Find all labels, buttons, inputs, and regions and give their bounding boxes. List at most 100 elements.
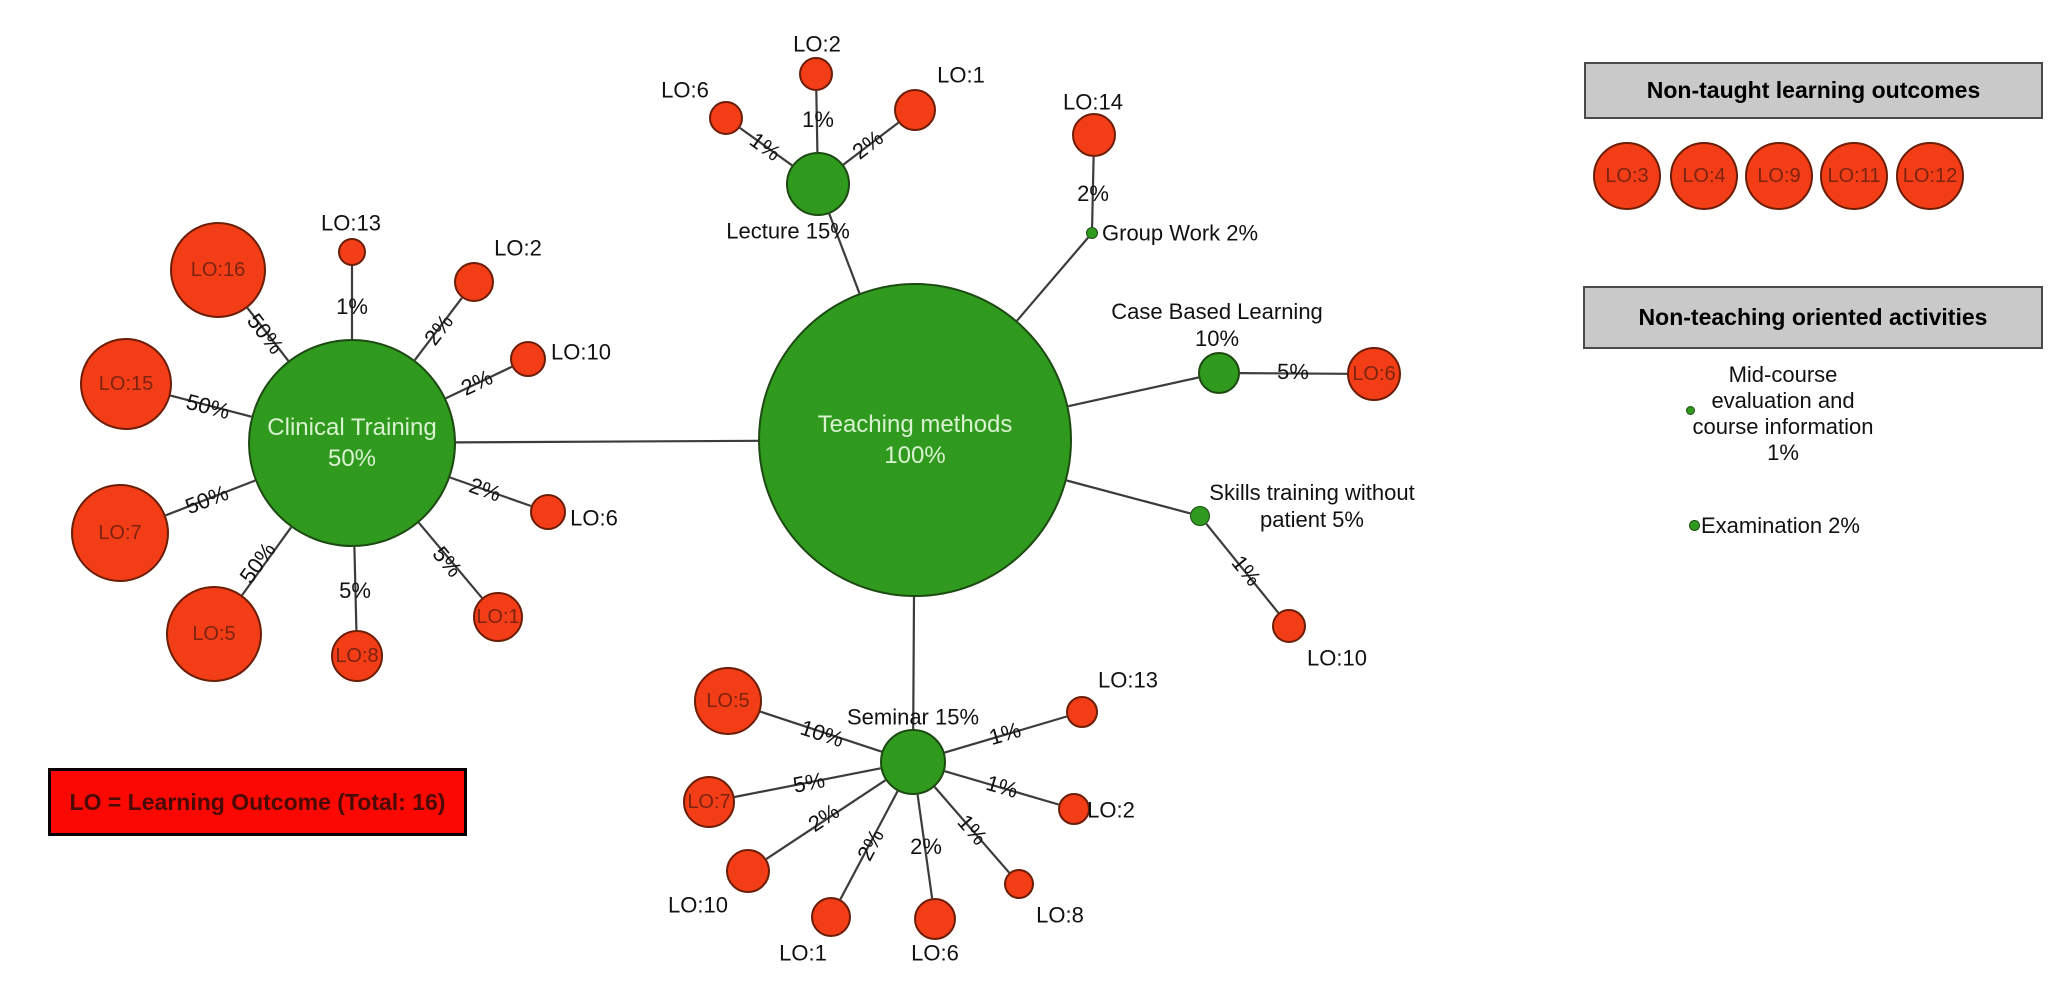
edge-skills--lo10-sk	[1205, 523, 1280, 614]
edge-teaching--lecture	[828, 213, 861, 294]
edge-clinical--lo10-ct	[445, 365, 513, 400]
edge-clinical--lo8-ct	[353, 546, 358, 631]
edge-weight-lo7-sem: 5%	[790, 767, 827, 798]
legend-box: LO = Learning Outcome (Total: 16)	[48, 768, 467, 836]
edge-weight-lo14-gw: 2%	[1077, 181, 1109, 206]
label-cbl: Case Based Learning 10%	[1111, 299, 1323, 351]
non-taught-header: Non-taught learning outcomes	[1584, 62, 2043, 119]
edge-clinical--lo5-ct	[241, 526, 292, 596]
node-lo13-ct	[338, 238, 366, 266]
edge-weight-lo13-ct: 1%	[336, 294, 368, 319]
edge-seminar--lo13-sem	[944, 715, 1068, 754]
label-lo2-lec: LO:2	[793, 31, 841, 57]
node-lo8-ct: LO:8	[331, 630, 383, 682]
label-lo10-sk: LO:10	[1307, 645, 1367, 671]
edge-teaching--cbl	[1068, 376, 1199, 408]
node-lo6-sem	[914, 898, 956, 940]
node-lo14-gw	[1072, 113, 1116, 157]
edge-lecture--lo1-lec	[842, 121, 899, 166]
edge-clinical--lo2-ct	[413, 297, 463, 361]
node-lo16-ct: LO:16	[170, 222, 266, 318]
node-lo8-sem	[1004, 869, 1034, 899]
node-lo3-nt: LO:3	[1593, 142, 1661, 210]
label-lo8-sem: LO:8	[1036, 902, 1084, 928]
node-teaching: Teaching methods 100%	[758, 283, 1072, 597]
node-lo10-sem	[726, 849, 770, 893]
edge-clinical--lo6-ct	[449, 476, 532, 508]
label-lo10-sem: LO:10	[668, 892, 728, 918]
edge-cbl--lo6-cbl	[1239, 372, 1348, 375]
label-lo6-ct: LO:6	[570, 505, 618, 531]
edge-weight-lo2-lec: 1%	[802, 107, 834, 132]
label-lo2-ct: LO:2	[494, 235, 542, 261]
label-lo13-sem: LO:13	[1098, 667, 1158, 693]
edge-clinical--lo7-ct	[165, 479, 256, 517]
edge-clinical--lo1-ct	[417, 521, 483, 599]
node-lo6-lec	[709, 101, 743, 135]
edge-lecture--lo6-lec	[739, 127, 793, 167]
edge-seminar--lo10-sem	[765, 779, 887, 860]
label-lo6-lec: LO:6	[661, 77, 709, 103]
label-lo10-ct: LO:10	[551, 339, 611, 365]
label-skills: Skills training without patient 5%	[1209, 480, 1415, 532]
node-lo11-nt: LO:11	[1820, 142, 1888, 210]
label-seminar: Seminar 15%	[846, 704, 980, 730]
node-lo7-sem: LO:7	[683, 776, 735, 828]
edge-lecture--lo2-lec	[815, 90, 819, 153]
node-lo6-cbl: LO:6	[1347, 347, 1401, 401]
label-group-work: Group Work 2%	[1102, 220, 1259, 246]
node-lo4-nt: LO:4	[1670, 142, 1738, 210]
midcourse-activity-dot-icon	[1686, 406, 1695, 415]
edge-clinical--lo16-ct	[246, 307, 290, 362]
non-teaching-header: Non-teaching oriented activities	[1583, 286, 2043, 349]
edge-clinical--lo15-ct	[170, 394, 252, 418]
edge-seminar--lo5-sem	[759, 710, 883, 753]
node-cbl	[1198, 352, 1240, 394]
edge-teaching--skills	[1066, 479, 1191, 515]
examination-activity-dot-icon	[1689, 520, 1700, 531]
edge-group-work--lo14-gw	[1091, 156, 1095, 228]
edge-seminar--lo6-sem	[916, 794, 934, 899]
label-lo2-sem: LO:2	[1087, 797, 1135, 823]
edge-seminar--lo8-sem	[933, 786, 1011, 874]
node-lo5-ct: LO:5	[166, 586, 262, 682]
node-lo6-ct	[530, 494, 566, 530]
node-lo2-lec	[799, 57, 833, 91]
node-skills	[1190, 506, 1210, 526]
label-lo1-sem: LO:1	[779, 940, 827, 966]
node-lo1-ct: LO:1	[473, 592, 523, 642]
label-lo13-ct: LO:13	[321, 210, 381, 236]
node-lo2-sem	[1058, 793, 1090, 825]
node-lo2-ct	[454, 262, 494, 302]
label-lo14-gw: LO:14	[1063, 89, 1123, 115]
midcourse-activity-label: Mid-course evaluation and course informa…	[1692, 362, 1874, 465]
node-lo5-sem: LO:5	[694, 667, 762, 735]
edge-teaching--seminar	[912, 596, 916, 730]
node-lo1-lec	[894, 89, 936, 131]
node-lo9-nt: LO:9	[1745, 142, 1813, 210]
label-lo6-sem: LO:6	[911, 940, 959, 966]
label-lo1-lec: LO:1	[937, 62, 985, 88]
edge-seminar--lo1-sem	[839, 790, 899, 900]
examination-activity-label: Examination 2%	[1701, 513, 1860, 538]
label-lecture: Lecture 15%	[726, 218, 850, 244]
node-lo1-sem	[811, 897, 851, 937]
node-group-work	[1086, 227, 1098, 239]
edge-seminar--lo7-sem	[734, 767, 881, 799]
edge-weight-lo8-ct: 5%	[339, 578, 371, 603]
edge-teaching--clinical	[455, 439, 759, 444]
node-lo10-sk	[1272, 609, 1306, 643]
node-seminar	[880, 729, 946, 795]
edge-seminar--lo2-sem	[944, 770, 1059, 806]
node-lo7-ct: LO:7	[71, 484, 169, 582]
node-lo12-nt: LO:12	[1896, 142, 1964, 210]
edge-teaching--group-work	[1016, 236, 1089, 322]
node-lo13-sem	[1066, 696, 1098, 728]
node-lo15-ct: LO:15	[80, 338, 172, 430]
edge-weight-lo6-sem: 2%	[910, 834, 942, 859]
node-lo10-ct	[510, 341, 546, 377]
node-lecture	[786, 152, 850, 216]
node-clinical: Clinical Training 50%	[248, 339, 456, 547]
